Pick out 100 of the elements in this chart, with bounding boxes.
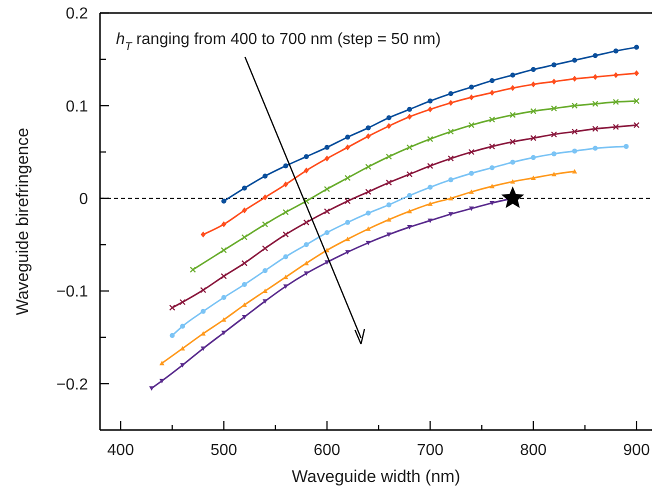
point	[407, 114, 412, 120]
point	[221, 294, 226, 300]
point	[386, 123, 392, 130]
point	[324, 230, 330, 236]
point	[572, 128, 578, 135]
point	[550, 105, 558, 112]
point	[220, 273, 227, 280]
point	[221, 330, 226, 336]
point	[428, 98, 433, 104]
y-tick-label: 0.1	[66, 98, 88, 116]
point	[180, 346, 186, 350]
point	[345, 220, 350, 225]
point	[344, 198, 351, 204]
x-tick-label: 600	[314, 442, 340, 459]
point	[633, 122, 640, 128]
point	[242, 207, 247, 214]
point	[366, 226, 371, 231]
point	[488, 143, 496, 150]
point	[530, 108, 536, 114]
point	[551, 172, 556, 176]
y-tick-label: 0.2	[66, 6, 88, 23]
point	[262, 194, 268, 200]
point	[428, 106, 433, 112]
point	[448, 128, 454, 135]
point	[169, 304, 176, 311]
point	[406, 144, 413, 150]
point	[634, 70, 640, 76]
point	[468, 170, 474, 176]
point	[572, 58, 578, 63]
point	[283, 181, 288, 188]
x-tick-label: 800	[520, 442, 547, 459]
point	[427, 136, 434, 142]
point	[468, 84, 474, 90]
point	[200, 231, 206, 238]
point	[406, 171, 413, 178]
point	[200, 331, 206, 336]
point	[386, 232, 392, 237]
point	[624, 144, 629, 149]
point	[407, 208, 412, 214]
point	[490, 184, 495, 188]
x-tick-label: 400	[107, 442, 134, 459]
annotation: h$_{T}$ ranging from 400 to 700 nm (step = 50 nm)	[116, 31, 441, 53]
point	[324, 186, 330, 192]
point	[344, 174, 351, 182]
point	[428, 201, 433, 206]
point	[490, 78, 495, 84]
point	[592, 53, 598, 58]
point	[634, 44, 640, 50]
point	[550, 131, 558, 138]
point	[490, 200, 495, 206]
point	[501, 186, 524, 208]
point	[242, 282, 247, 288]
point	[386, 179, 392, 186]
x-tick-label: 700	[416, 442, 444, 459]
point	[366, 210, 371, 216]
point	[386, 154, 392, 160]
point	[448, 155, 454, 162]
point	[303, 198, 310, 204]
point	[468, 122, 475, 128]
point	[159, 378, 164, 384]
point	[510, 179, 516, 184]
point	[592, 126, 598, 132]
point	[530, 81, 536, 88]
point	[262, 245, 268, 252]
point	[386, 202, 392, 208]
point	[407, 193, 412, 198]
point	[490, 165, 495, 170]
point	[283, 284, 288, 289]
point	[304, 168, 309, 174]
point	[510, 160, 516, 165]
point	[242, 314, 247, 320]
point	[551, 151, 556, 156]
x-tick-label: 900	[623, 442, 650, 459]
point	[262, 221, 268, 228]
point	[448, 91, 454, 96]
point	[221, 221, 226, 228]
point	[190, 266, 196, 273]
point	[633, 98, 640, 104]
point	[283, 274, 288, 280]
point	[572, 168, 578, 174]
point	[592, 100, 598, 107]
point	[324, 144, 330, 150]
point	[530, 67, 536, 72]
point	[283, 254, 288, 260]
point	[366, 240, 371, 246]
point	[304, 242, 309, 248]
point	[345, 144, 350, 150]
point	[282, 231, 289, 238]
point	[530, 135, 536, 142]
point	[159, 360, 164, 366]
point	[283, 163, 288, 168]
x-axis-title: Waveguide width (nm)	[292, 467, 460, 486]
point	[468, 94, 474, 100]
point	[468, 206, 474, 212]
point	[510, 138, 516, 145]
point	[488, 116, 496, 123]
point	[510, 112, 516, 118]
point	[220, 247, 227, 254]
point	[530, 175, 536, 180]
point	[428, 184, 433, 190]
